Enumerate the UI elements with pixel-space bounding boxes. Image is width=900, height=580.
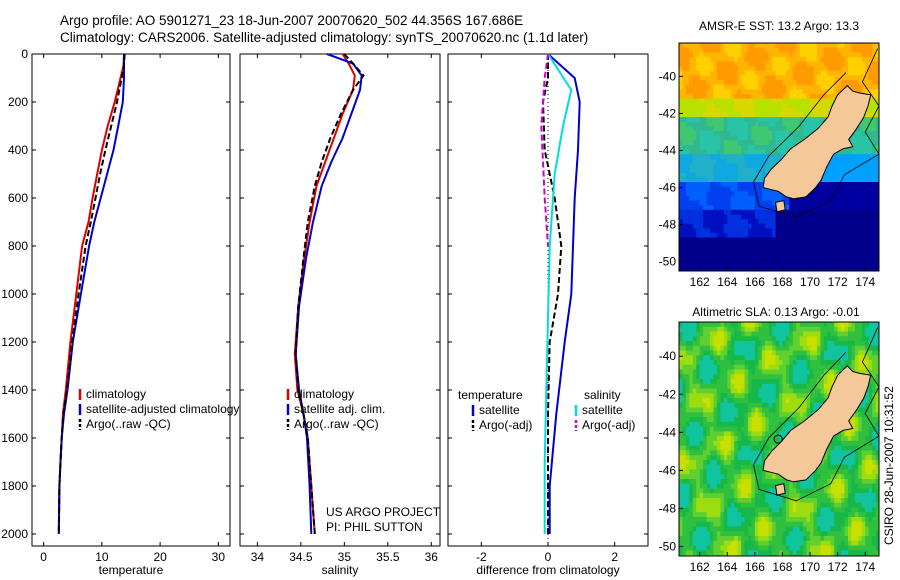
y-tick-label: 1200 bbox=[1, 335, 28, 349]
timestamp-stamp: CSIRO 28-Jun-2007 10:31:52 bbox=[882, 386, 896, 545]
legend-label: Argo(-adj) bbox=[479, 418, 532, 432]
x-axis-label: temperature bbox=[99, 563, 164, 577]
y-tick-label: 200 bbox=[8, 95, 28, 109]
sst-map: 162 164 166 168 170 172 174 -40 -42 -44 -46 -48 -50 bbox=[659, 42, 880, 289]
map-field bbox=[679, 43, 879, 271]
x-tick-label: 0 bbox=[40, 550, 47, 564]
land-south-island bbox=[762, 365, 872, 483]
series-line-argo-raw-qc- bbox=[294, 53, 365, 535]
x-tick-label: 172 bbox=[828, 560, 848, 574]
legend-heading-salinity: salinity bbox=[584, 388, 621, 402]
series-line-satellite bbox=[547, 53, 581, 534]
x-tick-label: 0 bbox=[545, 550, 552, 564]
x-tick-label: 174 bbox=[855, 275, 875, 289]
legend-label: satellite bbox=[479, 403, 520, 417]
series-line-satellite-adjusted-climatology bbox=[57, 54, 125, 535]
x-tick-label: 35 bbox=[338, 550, 352, 564]
temperature-profile-panel: 0 200 400 600 800 1000 1200 1400 1600 1800 2000 0 10… bbox=[1, 47, 239, 577]
series-line-argo-raw-qc- bbox=[57, 53, 126, 535]
x-axis-label: difference from climatology bbox=[476, 563, 619, 577]
bathymetry-contour bbox=[753, 327, 879, 502]
x-tick-label: 36 bbox=[425, 550, 439, 564]
y-tick-label: 1400 bbox=[1, 383, 28, 397]
y-tick-label: -42 bbox=[659, 387, 677, 401]
project-credit: US ARGO PROJECT bbox=[326, 505, 441, 519]
bathymetry-contour bbox=[753, 48, 879, 218]
plot-frame bbox=[31, 53, 231, 547]
x-tick-label: 172 bbox=[828, 275, 848, 289]
y-tick-label: -50 bbox=[659, 255, 677, 269]
x-tick-label: 170 bbox=[800, 275, 820, 289]
legend-label: Argo(..raw -QC) bbox=[86, 417, 171, 431]
x-tick-label: 10 bbox=[95, 550, 109, 564]
legend-heading-temperature: temperature bbox=[458, 388, 523, 402]
x-tick-label: 166 bbox=[745, 560, 765, 574]
land-stewart-island bbox=[775, 483, 786, 496]
series-line-argo-adj- bbox=[541, 54, 563, 534]
x-tick-label: 162 bbox=[690, 560, 710, 574]
map-field bbox=[679, 322, 879, 556]
argo-float-marker bbox=[773, 434, 783, 444]
land-south-island bbox=[762, 84, 872, 200]
y-tick-label: -44 bbox=[659, 425, 677, 439]
x-tick-label: 170 bbox=[800, 560, 820, 574]
sla-map: 162 164 166 168 170 172 174 -40 -42 -44 -46 -48 -50 bbox=[659, 321, 880, 574]
legend-label: Argo(-adj) bbox=[582, 418, 635, 432]
x-tick-label: 30 bbox=[212, 550, 226, 564]
y-tick-label: -46 bbox=[659, 463, 677, 477]
series-line-argo-adj- bbox=[540, 53, 549, 247]
x-tick-label: 174 bbox=[855, 560, 875, 574]
legend-label: satellite-adjusted climatology bbox=[86, 402, 239, 416]
land-stewart-island bbox=[775, 199, 786, 213]
y-tick-label: -46 bbox=[659, 181, 677, 195]
y-tick-label: 1000 bbox=[1, 287, 28, 301]
plot-frame bbox=[239, 53, 441, 547]
x-tick-label: 164 bbox=[717, 560, 737, 574]
x-tick-label: 20 bbox=[153, 550, 167, 564]
y-tick-label: -44 bbox=[659, 144, 677, 158]
legend-label: satellite bbox=[582, 403, 623, 417]
x-tick-label: 2 bbox=[611, 550, 618, 564]
y-tick-label: 2000 bbox=[1, 527, 28, 541]
legend-label: climatology bbox=[294, 387, 354, 401]
pi-credit: PI: PHIL SUTTON bbox=[326, 520, 423, 534]
x-tick-label: -2 bbox=[476, 550, 487, 564]
map-frame bbox=[678, 42, 880, 272]
x-tick-label: 35.5 bbox=[376, 550, 400, 564]
y-tick-label: -48 bbox=[659, 218, 677, 232]
x-tick-label: 168 bbox=[772, 560, 792, 574]
figure-title-line2: Climatology: CARS2006. Satellite-adjuste… bbox=[60, 30, 588, 45]
y-tick-label: 1800 bbox=[1, 479, 28, 493]
legend-label: Argo(..raw -QC) bbox=[294, 417, 379, 431]
x-tick-label: 34.5 bbox=[289, 550, 313, 564]
y-tick-label: 1600 bbox=[1, 431, 28, 445]
y-tick-label: -42 bbox=[659, 106, 677, 120]
y-tick-label: -40 bbox=[659, 349, 677, 363]
map-frame bbox=[678, 321, 880, 557]
sla-map-title: Altimetric SLA: 0.13 Argo: -0.01 bbox=[692, 305, 860, 319]
y-tick-label: 800 bbox=[8, 239, 28, 253]
x-tick-label: 166 bbox=[745, 275, 765, 289]
y-tick-label: 600 bbox=[8, 191, 28, 205]
figure-title-line1: Argo profile: AO 5901271_23 18-Jun-2007 … bbox=[60, 13, 523, 28]
x-tick-label: 162 bbox=[690, 275, 710, 289]
y-tick-label: -50 bbox=[659, 539, 677, 553]
y-tick-label: -40 bbox=[659, 69, 677, 83]
salinity-profile-panel: 34 34.5 35 35.5 36 salinity climatologysatelli… bbox=[239, 53, 441, 577]
x-axis-label: salinity bbox=[322, 563, 359, 577]
y-tick-label: 0 bbox=[21, 47, 28, 61]
y-tick-label: -48 bbox=[659, 501, 677, 515]
sst-map-title: AMSR-E SST: 13.2 Argo: 13.3 bbox=[699, 19, 859, 33]
series-line-satellite bbox=[543, 53, 573, 534]
x-tick-label: 164 bbox=[717, 275, 737, 289]
legend-label: satellite adj. clim. bbox=[294, 402, 385, 416]
x-tick-label: 168 bbox=[772, 275, 792, 289]
x-tick-label: 34 bbox=[251, 550, 265, 564]
y-tick-label: 400 bbox=[8, 143, 28, 157]
legend-label: climatology bbox=[86, 387, 146, 401]
